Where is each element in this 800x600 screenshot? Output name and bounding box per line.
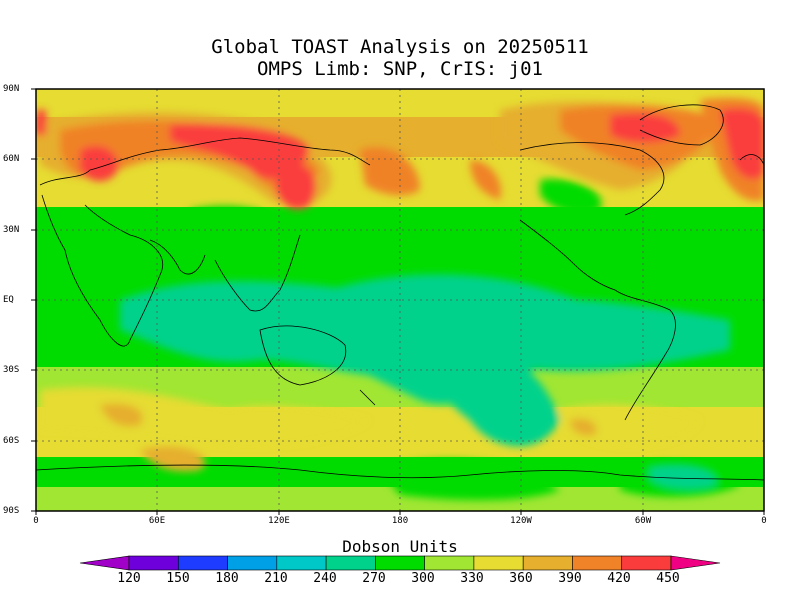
x-tick-label: 120W [510, 516, 532, 526]
coastlines [36, 104, 764, 481]
colorbar-tick-label: 180 [215, 571, 239, 586]
colorbar-tick-label: 150 [166, 571, 190, 586]
colorbar-segment [325, 555, 376, 571]
colorbar-tick-label: 210 [264, 571, 288, 586]
y-tick-label: 90N [3, 84, 20, 94]
colorbar-segment [670, 555, 721, 571]
colorbar-tick-label: 330 [460, 571, 484, 586]
x-tick-label: 0 [33, 516, 39, 526]
y-tick-label: 90S [3, 506, 20, 516]
y-tick-label: 60N [3, 154, 20, 164]
colorbar-tick-label: 270 [362, 571, 386, 586]
colorbar-unit-label: Dobson Units [342, 537, 458, 556]
x-tick-label: 180 [391, 516, 409, 526]
colorbar-segment [177, 555, 228, 571]
colorbar-segment [572, 555, 623, 571]
y-tick-label: 30N [3, 225, 20, 235]
colorbar-tick-label: 420 [607, 571, 631, 586]
colorbar-tick-label: 360 [509, 571, 533, 586]
colorbar-segment [621, 555, 672, 571]
y-tick-label: 60S [3, 436, 20, 446]
y-tick-label: EQ [3, 295, 14, 305]
colorbar [79, 555, 721, 571]
colorbar-tick-label: 120 [117, 571, 141, 586]
colorbar-tick-label: 300 [411, 571, 435, 586]
colorbar-segment [473, 555, 524, 571]
colorbar-segment [522, 555, 573, 571]
x-tick-label: 120E [268, 516, 290, 526]
grid-lines [36, 89, 764, 511]
colorbar-segment [128, 555, 179, 571]
map-title-line2: OMPS Limb: SNP, CrIS: j01 [257, 58, 543, 80]
colorbar-segment [424, 555, 475, 571]
map-title-line1: Global TOAST Analysis on 20250511 [211, 36, 589, 58]
colorbar-tick-label: 450 [656, 571, 680, 586]
colorbar-tick-label: 390 [558, 571, 582, 586]
x-tick-label: 60W [634, 516, 652, 526]
colorbar-segment [227, 555, 278, 571]
tick-marks [31, 88, 765, 515]
colorbar-segment [79, 555, 130, 571]
colorbar-segment [276, 555, 327, 571]
x-tick-label: 0 [761, 516, 767, 526]
colorbar-tick-label: 240 [313, 571, 337, 586]
y-tick-label: 30S [3, 365, 20, 375]
colorbar-segment [375, 555, 425, 571]
x-tick-label: 60E [148, 516, 166, 526]
